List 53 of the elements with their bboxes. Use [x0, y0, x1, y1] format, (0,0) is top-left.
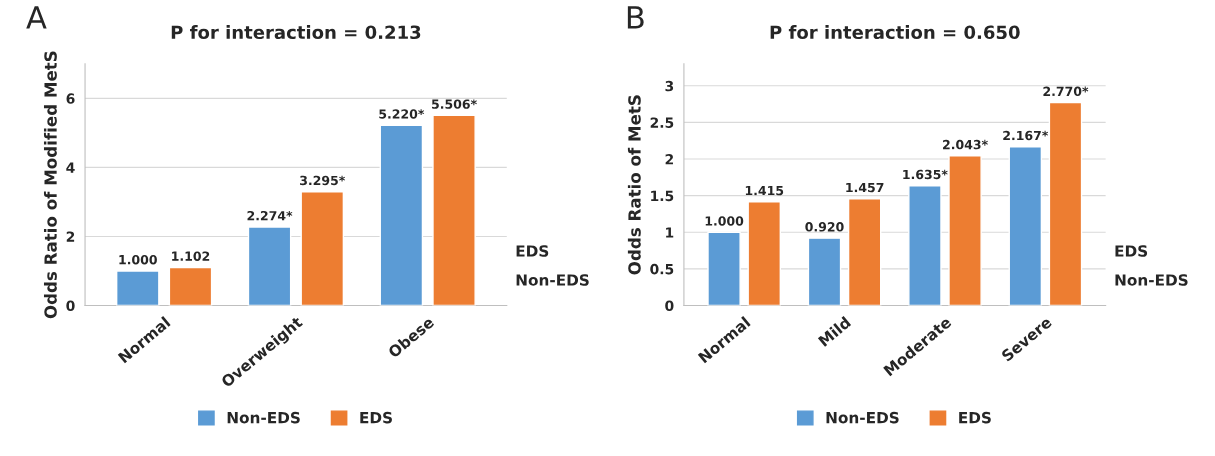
bar	[432, 114, 476, 306]
chart-title: P for interaction = 0.650	[770, 25, 1020, 40]
data-label: 2.770*	[1043, 86, 1089, 97]
y-tick-label: 0	[66, 300, 75, 311]
y-tick-label: 0.5	[650, 263, 674, 275]
data-label: 2.274*	[247, 210, 293, 221]
bar	[115, 270, 160, 306]
y-tick-label: 2.5	[650, 117, 674, 128]
y-tick-label: 4	[66, 162, 75, 173]
bar	[908, 185, 942, 306]
bar	[948, 155, 982, 306]
bar	[1048, 101, 1083, 306]
y-tick-label: 3	[665, 80, 674, 92]
data-label: 1.635*	[903, 169, 948, 180]
y-tick-label: 2	[665, 154, 673, 165]
y-tick-label: 2	[66, 231, 75, 242]
legend-label: Non-EDS	[227, 411, 300, 424]
bar	[807, 237, 842, 306]
bar	[168, 266, 213, 306]
bar	[1008, 146, 1043, 306]
bar	[379, 124, 424, 306]
chart-title: P for interaction = 0.213	[171, 25, 421, 40]
data-label: 1.000	[119, 254, 157, 265]
data-label: 1.415	[745, 186, 784, 196]
data-label: 0.920	[805, 222, 844, 232]
bar	[247, 226, 292, 306]
y-axis-title: Odds Ratio of MetS	[627, 95, 641, 275]
y-tick-label: 6	[66, 93, 75, 104]
legend-label: EDS	[959, 411, 991, 424]
data-label: 5.220*	[379, 109, 425, 119]
text: Non-EDS	[516, 274, 589, 286]
y-tick-label: 1	[666, 227, 674, 238]
y-tick-label: 0	[665, 300, 674, 311]
data-label: 1.102	[172, 251, 210, 261]
data-label: 1.457	[846, 182, 884, 193]
data-label: 1.000	[705, 216, 744, 226]
legend-label: Non-EDS	[826, 411, 899, 424]
bar	[707, 231, 741, 306]
data-label: 5.506*	[432, 99, 477, 109]
y-tick-label: 1.5	[651, 190, 674, 202]
bar	[300, 191, 345, 306]
data-label: 2.167*	[1003, 130, 1049, 141]
text: Non-EDS	[1115, 274, 1188, 286]
data-label: 3.295*	[300, 175, 346, 186]
y-axis-title: Odds Ratio of Modified MetS	[43, 51, 57, 319]
data-label: 2.043*	[943, 139, 988, 150]
text: EDS	[516, 245, 549, 257]
bar	[847, 198, 882, 306]
text: B	[627, 6, 644, 29]
legend-label: EDS	[360, 411, 392, 424]
text: A	[26, 6, 47, 29]
text: EDS	[1115, 245, 1148, 257]
bar	[747, 201, 782, 306]
